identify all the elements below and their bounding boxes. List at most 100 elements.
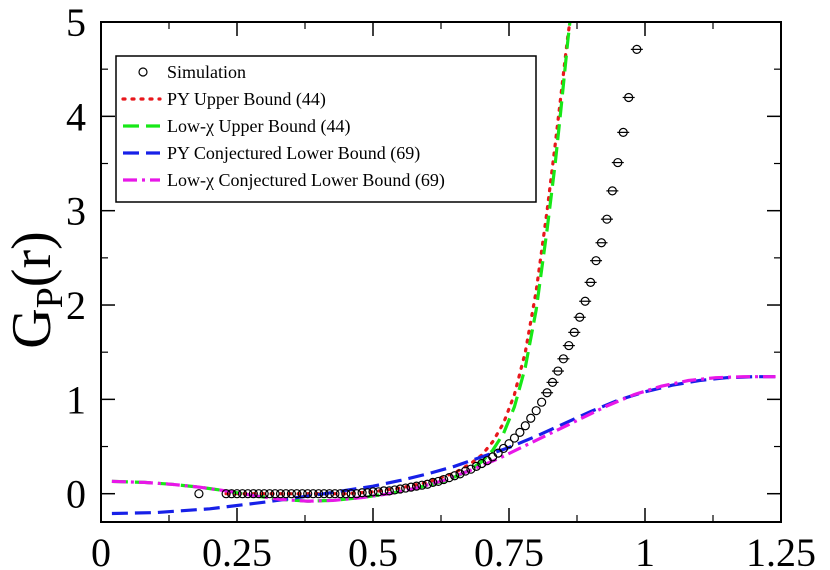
x-tick-label: 0.25	[202, 530, 272, 570]
data-point	[270, 489, 280, 499]
data-point	[303, 489, 313, 499]
data-point	[504, 439, 514, 449]
data-point	[564, 340, 574, 351]
legend-label-3: PY Conjectured Lower Bound (69)	[167, 143, 420, 164]
data-point	[439, 474, 449, 485]
series-line-4	[111, 375, 776, 503]
data-point	[547, 377, 558, 387]
data-point	[308, 489, 318, 499]
data-point	[346, 489, 356, 499]
data-point	[471, 461, 481, 471]
x-tick-label: 1	[635, 530, 655, 570]
data-point	[379, 486, 389, 496]
data-point	[613, 157, 623, 168]
data-point	[275, 489, 286, 499]
y-tick-label: 2	[66, 283, 86, 328]
data-point	[466, 464, 476, 474]
data-point	[292, 489, 302, 499]
tick-marks: 0 0.25 0.5 0.75 1 1.25 0 1 2 3 4 5	[66, 0, 816, 570]
data-point	[324, 489, 335, 499]
data-point	[237, 489, 248, 499]
legend: Simulation PY Upper Bound (44) Low-χ Upper…	[115, 55, 537, 203]
data-point	[477, 458, 487, 469]
y-axis-label-rest: (r)	[1, 231, 63, 287]
data-point	[330, 489, 340, 499]
y-tick-label: 4	[66, 94, 86, 139]
data-point	[520, 421, 530, 431]
data-point	[286, 489, 296, 499]
data-point	[428, 477, 438, 487]
data-point	[632, 44, 642, 54]
data-point	[450, 471, 460, 481]
x-tick-label: 1.25	[746, 530, 816, 570]
x-tick-label: 0.5	[348, 530, 398, 570]
y-tick-label: 0	[66, 472, 86, 517]
data-point	[357, 488, 367, 498]
legend-label-0: Simulation	[167, 62, 246, 82]
data-point	[596, 238, 607, 248]
data-point	[531, 406, 541, 416]
data-point	[259, 489, 269, 499]
data-point	[390, 485, 400, 495]
data-point	[373, 487, 384, 497]
data-point	[221, 489, 231, 499]
data-point	[553, 366, 563, 376]
data-point	[509, 433, 520, 443]
data-point	[406, 482, 416, 492]
series-line-3	[111, 375, 776, 516]
data-point	[384, 486, 394, 496]
y-tick-label: 1	[66, 377, 86, 422]
data-point	[585, 277, 596, 287]
data-point	[569, 327, 579, 337]
legend-label-4: Low-χ Conjectured Lower Bound (69)	[167, 170, 445, 191]
data-point	[575, 312, 585, 322]
legend-label-2: Low-χ Upper Bound (44)	[167, 116, 350, 137]
legend-label-1: PY Upper Bound (44)	[167, 89, 326, 110]
data-point	[226, 489, 237, 499]
legend-box	[115, 55, 537, 203]
data-point	[433, 476, 443, 487]
y-axis-label-sub: P	[29, 287, 71, 308]
plot-area	[111, 22, 776, 516]
data-point	[254, 489, 264, 499]
data-point	[243, 489, 253, 499]
data-point	[537, 397, 547, 407]
data-point	[417, 480, 427, 490]
data-point	[580, 296, 590, 306]
data-point	[558, 354, 569, 364]
data-point	[368, 487, 378, 497]
data-point	[362, 488, 373, 498]
data-point	[411, 481, 422, 491]
data-point	[602, 214, 612, 224]
data-point	[498, 443, 509, 454]
data-point	[352, 489, 362, 499]
data-point	[460, 466, 471, 476]
x-tick-label: 0	[91, 530, 111, 570]
data-point	[341, 489, 351, 499]
data-point	[297, 489, 307, 499]
data-point	[395, 484, 405, 494]
data-point	[493, 448, 503, 458]
data-point	[515, 427, 525, 437]
data-point	[401, 483, 411, 493]
data-point	[542, 388, 552, 398]
data-point	[444, 473, 454, 483]
legend-marker-0	[138, 67, 148, 77]
data-point	[591, 256, 601, 266]
y-tick-label: 5	[66, 0, 86, 45]
x-tick-label: 0.75	[474, 530, 544, 570]
data-point	[265, 489, 275, 499]
y-axis-label-main: G	[1, 308, 63, 348]
data-point	[194, 489, 204, 499]
data-point	[335, 489, 345, 499]
data-point	[607, 186, 617, 196]
data-point	[314, 489, 324, 499]
data-point	[618, 127, 628, 137]
data-point	[281, 489, 291, 499]
data-point	[422, 479, 432, 489]
data-point	[319, 489, 329, 499]
data-point	[624, 92, 634, 103]
data-point	[455, 469, 465, 479]
data-point	[248, 489, 258, 499]
